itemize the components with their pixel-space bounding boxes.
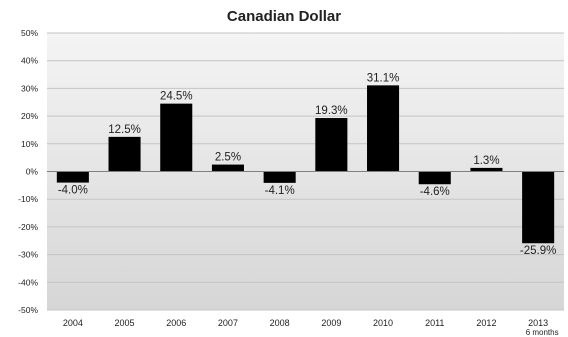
bars [56, 85, 555, 244]
bar-2009 [315, 118, 348, 172]
x-tick-label: 2006 [166, 318, 186, 328]
x-tick-label: 2009 [321, 318, 341, 328]
bar-2004 [56, 171, 89, 183]
data-label-2011: -4.6% [420, 186, 450, 198]
y-tick-label: -20% [18, 222, 38, 232]
y-tick-label: -30% [18, 250, 38, 260]
bar-2011 [418, 171, 451, 185]
y-tick-label: 0% [26, 167, 39, 177]
y-tick-label: 10% [21, 139, 38, 149]
x-tick-sublabel: 6 months [526, 328, 559, 337]
x-tick-label: 2007 [218, 318, 238, 328]
y-tick-label: -50% [18, 305, 38, 315]
data-label-2008: -4.1% [265, 185, 295, 197]
x-tick-label: 2005 [115, 318, 135, 328]
x-tick-label: 2010 [373, 318, 393, 328]
data-label-2005: 12.5% [108, 124, 141, 136]
y-tick-label: 30% [21, 83, 38, 93]
y-tick-label: 50% [21, 28, 38, 38]
x-tick-label: 2012 [476, 318, 496, 328]
y-tick-label: 40% [21, 56, 38, 66]
data-labels: -4.0% 12.5% 24.5% 2.5% -4.1% 19.3% 31.1% -4.6% 1… [58, 72, 557, 257]
y-tick-label: -10% [18, 194, 38, 204]
bar-2010 [367, 85, 400, 172]
y-tick-label: -40% [18, 277, 38, 287]
x-tick-label: 2008 [270, 318, 290, 328]
chart-title: Canadian Dollar [226, 8, 342, 25]
x-axis-ticks: 2004 2005 2006 2007 2008 2009 2010 2011 2012 2013… [63, 318, 559, 337]
data-label-2009: 19.3% [315, 105, 348, 117]
data-label-2012: 1.3% [473, 155, 499, 167]
y-tick-label: 20% [21, 111, 38, 121]
x-tick-label: 2004 [63, 318, 83, 328]
data-label-2010: 31.1% [367, 72, 400, 84]
bar-2006 [160, 103, 193, 172]
data-label-2004: -4.0% [58, 185, 88, 197]
bar-2012 [470, 167, 503, 172]
data-label-2013: -25.9% [520, 245, 556, 257]
gridlines [47, 32, 564, 311]
bar-2008 [263, 171, 296, 183]
y-axis-ticks: 50% 40% 30% 20% 10% 0% -10% -20% -30% -40% -50% [18, 28, 38, 315]
x-tick-label: 2011 [425, 318, 444, 328]
bar-2005 [108, 136, 141, 172]
bar-2013 [522, 171, 555, 244]
data-label-2007: 2.5% [215, 152, 241, 164]
x-tick-label: 2013 [528, 318, 548, 328]
data-label-2006: 24.5% [160, 91, 193, 103]
bar-2007 [211, 164, 244, 172]
